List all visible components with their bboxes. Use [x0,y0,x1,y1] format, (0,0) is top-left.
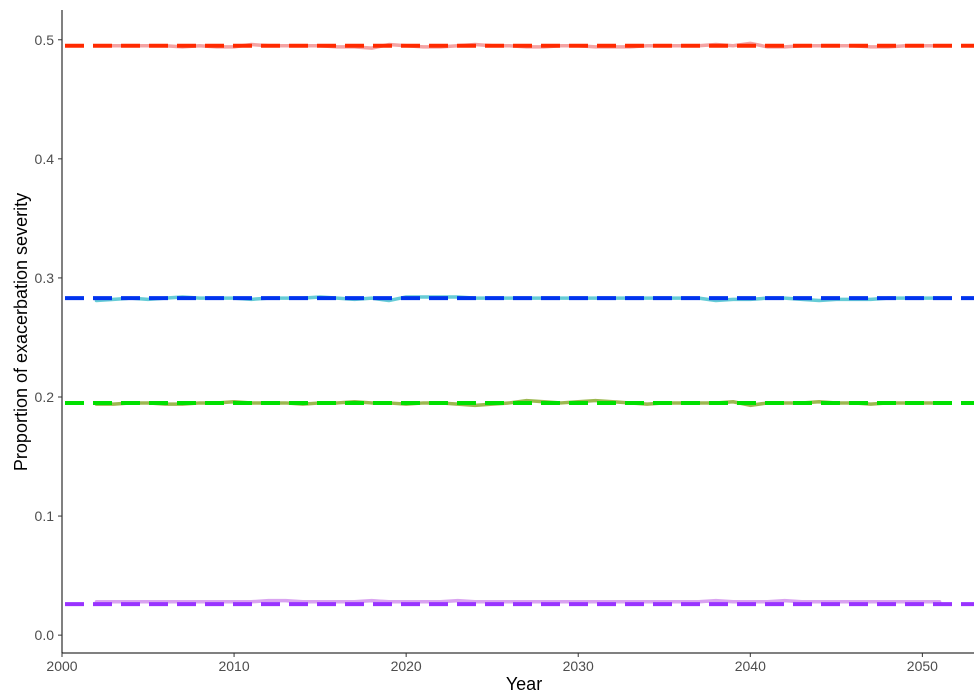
x-tick-label: 2020 [391,658,422,674]
y-tick-label: 0.5 [35,32,55,48]
x-tick-label: 2030 [563,658,594,674]
y-tick-label: 0.3 [35,270,55,286]
x-tick-label: 2040 [735,658,766,674]
x-tick-label: 2050 [907,658,938,674]
plot-area [65,41,974,607]
series-line-4 [94,598,942,604]
x-axis-title: Year [506,674,542,693]
y-tick-label: 0.2 [35,389,55,405]
y-tick-label: 0.1 [35,508,55,524]
x-axis-ticks: 2000 2010 2020 2030 2040 2050 [46,653,938,674]
y-tick-label: 0.0 [35,627,55,643]
x-tick-label: 2010 [218,658,249,674]
x-tick-label: 2000 [46,658,77,674]
y-tick-label: 0.4 [35,151,55,167]
y-axis-title: Proportion of exacerbation severity [11,193,31,471]
y-axis-ticks: 0.0 0.1 0.2 0.3 0.4 0.5 [35,32,62,643]
